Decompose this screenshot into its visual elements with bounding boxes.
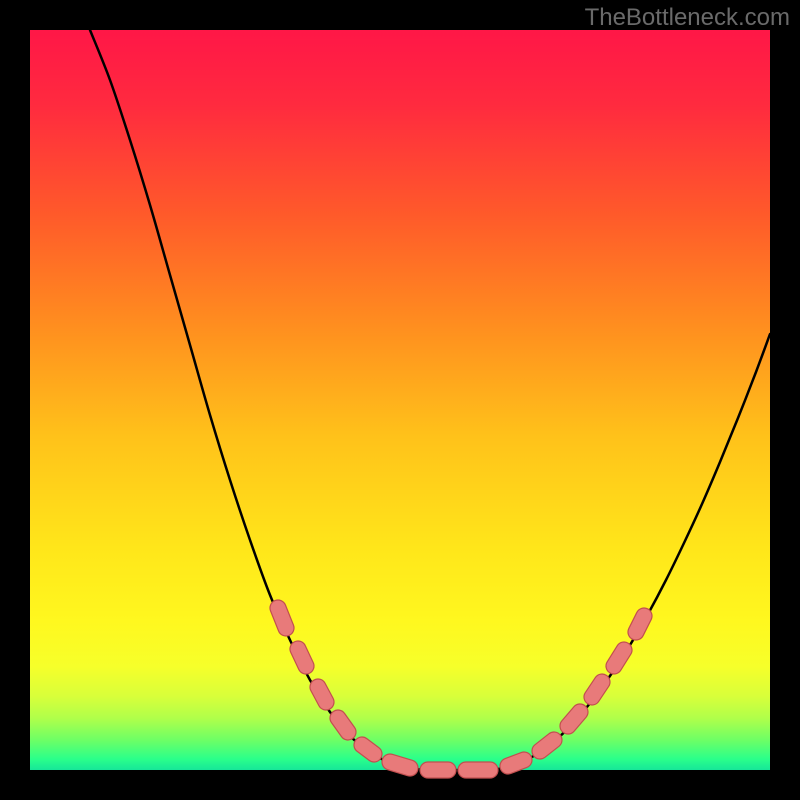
data-marker — [458, 762, 498, 778]
chart-stage: TheBottleneck.com — [0, 0, 800, 800]
chart-svg — [0, 0, 800, 800]
chart-gradient-area — [30, 30, 770, 770]
watermark-text: TheBottleneck.com — [585, 4, 790, 32]
data-marker — [420, 762, 456, 778]
